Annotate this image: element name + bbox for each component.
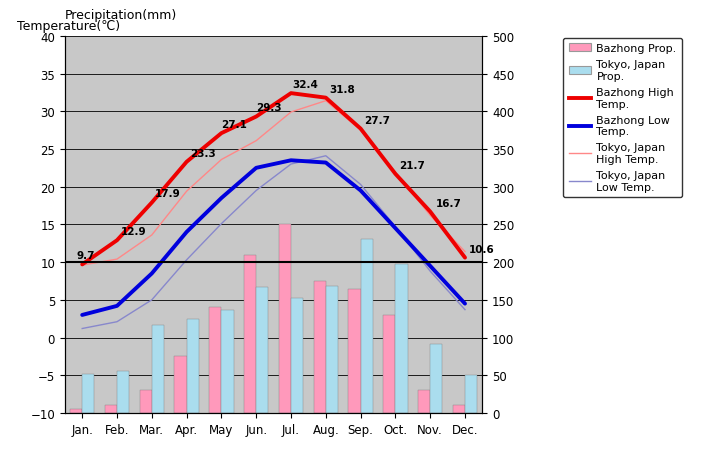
Bar bbox=[395, 265, 408, 413]
Bar bbox=[117, 371, 129, 413]
Bar bbox=[244, 255, 256, 413]
Bar bbox=[152, 325, 164, 413]
Text: 17.9: 17.9 bbox=[156, 189, 181, 199]
Bar bbox=[186, 320, 199, 413]
Text: Temperature(℃): Temperature(℃) bbox=[17, 20, 120, 33]
Bar bbox=[431, 344, 442, 413]
Bar bbox=[256, 287, 269, 413]
Text: 29.3: 29.3 bbox=[256, 103, 282, 113]
Bar bbox=[418, 391, 430, 413]
Text: 16.7: 16.7 bbox=[436, 198, 462, 208]
Text: 23.3: 23.3 bbox=[190, 148, 216, 158]
Bar bbox=[453, 406, 465, 413]
Bar bbox=[222, 310, 233, 413]
Bar bbox=[348, 289, 361, 413]
Bar bbox=[465, 375, 477, 413]
Text: 32.4: 32.4 bbox=[293, 80, 319, 90]
Bar bbox=[105, 405, 117, 413]
Text: 27.7: 27.7 bbox=[364, 115, 390, 125]
Bar bbox=[279, 225, 291, 413]
Legend: Bazhong Prop., Tokyo, Japan
Prop., Bazhong High
Temp., Bazhong Low
Temp., Tokyo,: Bazhong Prop., Tokyo, Japan Prop., Bazho… bbox=[563, 39, 683, 198]
Bar bbox=[140, 391, 152, 413]
Text: 9.7: 9.7 bbox=[77, 251, 96, 261]
Text: 31.8: 31.8 bbox=[329, 84, 355, 95]
Bar bbox=[361, 240, 373, 413]
Bar bbox=[383, 315, 395, 413]
Text: 10.6: 10.6 bbox=[469, 244, 494, 254]
Bar bbox=[70, 409, 82, 413]
Text: 21.7: 21.7 bbox=[399, 161, 425, 170]
Bar bbox=[210, 308, 221, 413]
Bar bbox=[174, 357, 186, 413]
Text: 12.9: 12.9 bbox=[120, 227, 146, 237]
Bar bbox=[314, 281, 325, 413]
Bar bbox=[291, 298, 303, 413]
Bar bbox=[82, 374, 94, 413]
Y-axis label: Precipitation(mm): Precipitation(mm) bbox=[65, 9, 177, 22]
Bar bbox=[325, 286, 338, 413]
Text: 27.1: 27.1 bbox=[222, 120, 247, 130]
